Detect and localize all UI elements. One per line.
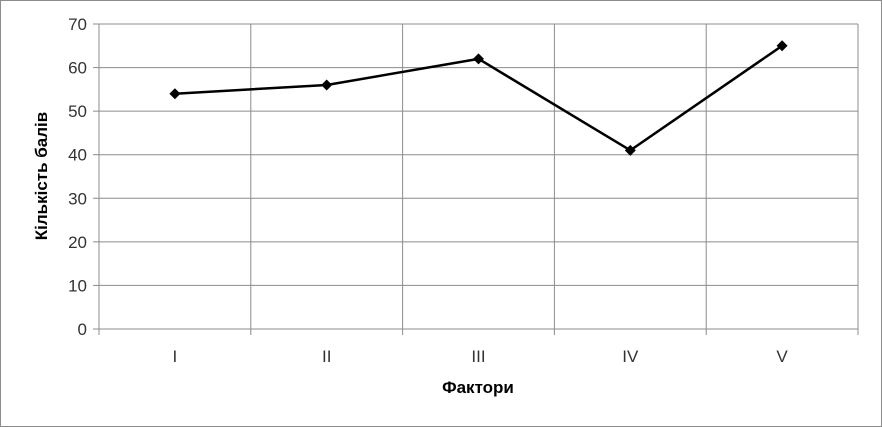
y-tick-label: 40: [68, 146, 87, 165]
y-tick-label: 60: [68, 59, 87, 78]
y-tick-label: 70: [68, 15, 87, 34]
y-tick-label: 20: [68, 233, 87, 252]
x-tick-label: V: [776, 347, 788, 366]
x-tick-labels: I II III IV V: [173, 347, 789, 366]
x-axis-title: Фактори: [442, 378, 514, 397]
series-line: [169, 40, 788, 156]
x-tick-label: III: [471, 347, 485, 366]
data-point-marker: [624, 144, 636, 156]
x-tick-label: I: [173, 347, 178, 366]
x-tick-label: II: [322, 347, 331, 366]
y-tick-labels: 0 10 20 30 40 50 60 70: [68, 15, 87, 339]
y-axis-title: Кількість балів: [32, 112, 51, 240]
x-tick-label: IV: [622, 347, 639, 366]
y-tick-label: 50: [68, 102, 87, 121]
y-tick-label: 30: [68, 189, 87, 208]
data-point-marker: [321, 79, 333, 91]
data-point-marker: [169, 88, 181, 100]
data-point-marker: [473, 53, 484, 65]
y-tick-label: 0: [78, 320, 87, 339]
gridlines: [93, 23, 859, 335]
data-point-marker: [776, 40, 788, 52]
y-tick-label: 10: [68, 276, 87, 295]
